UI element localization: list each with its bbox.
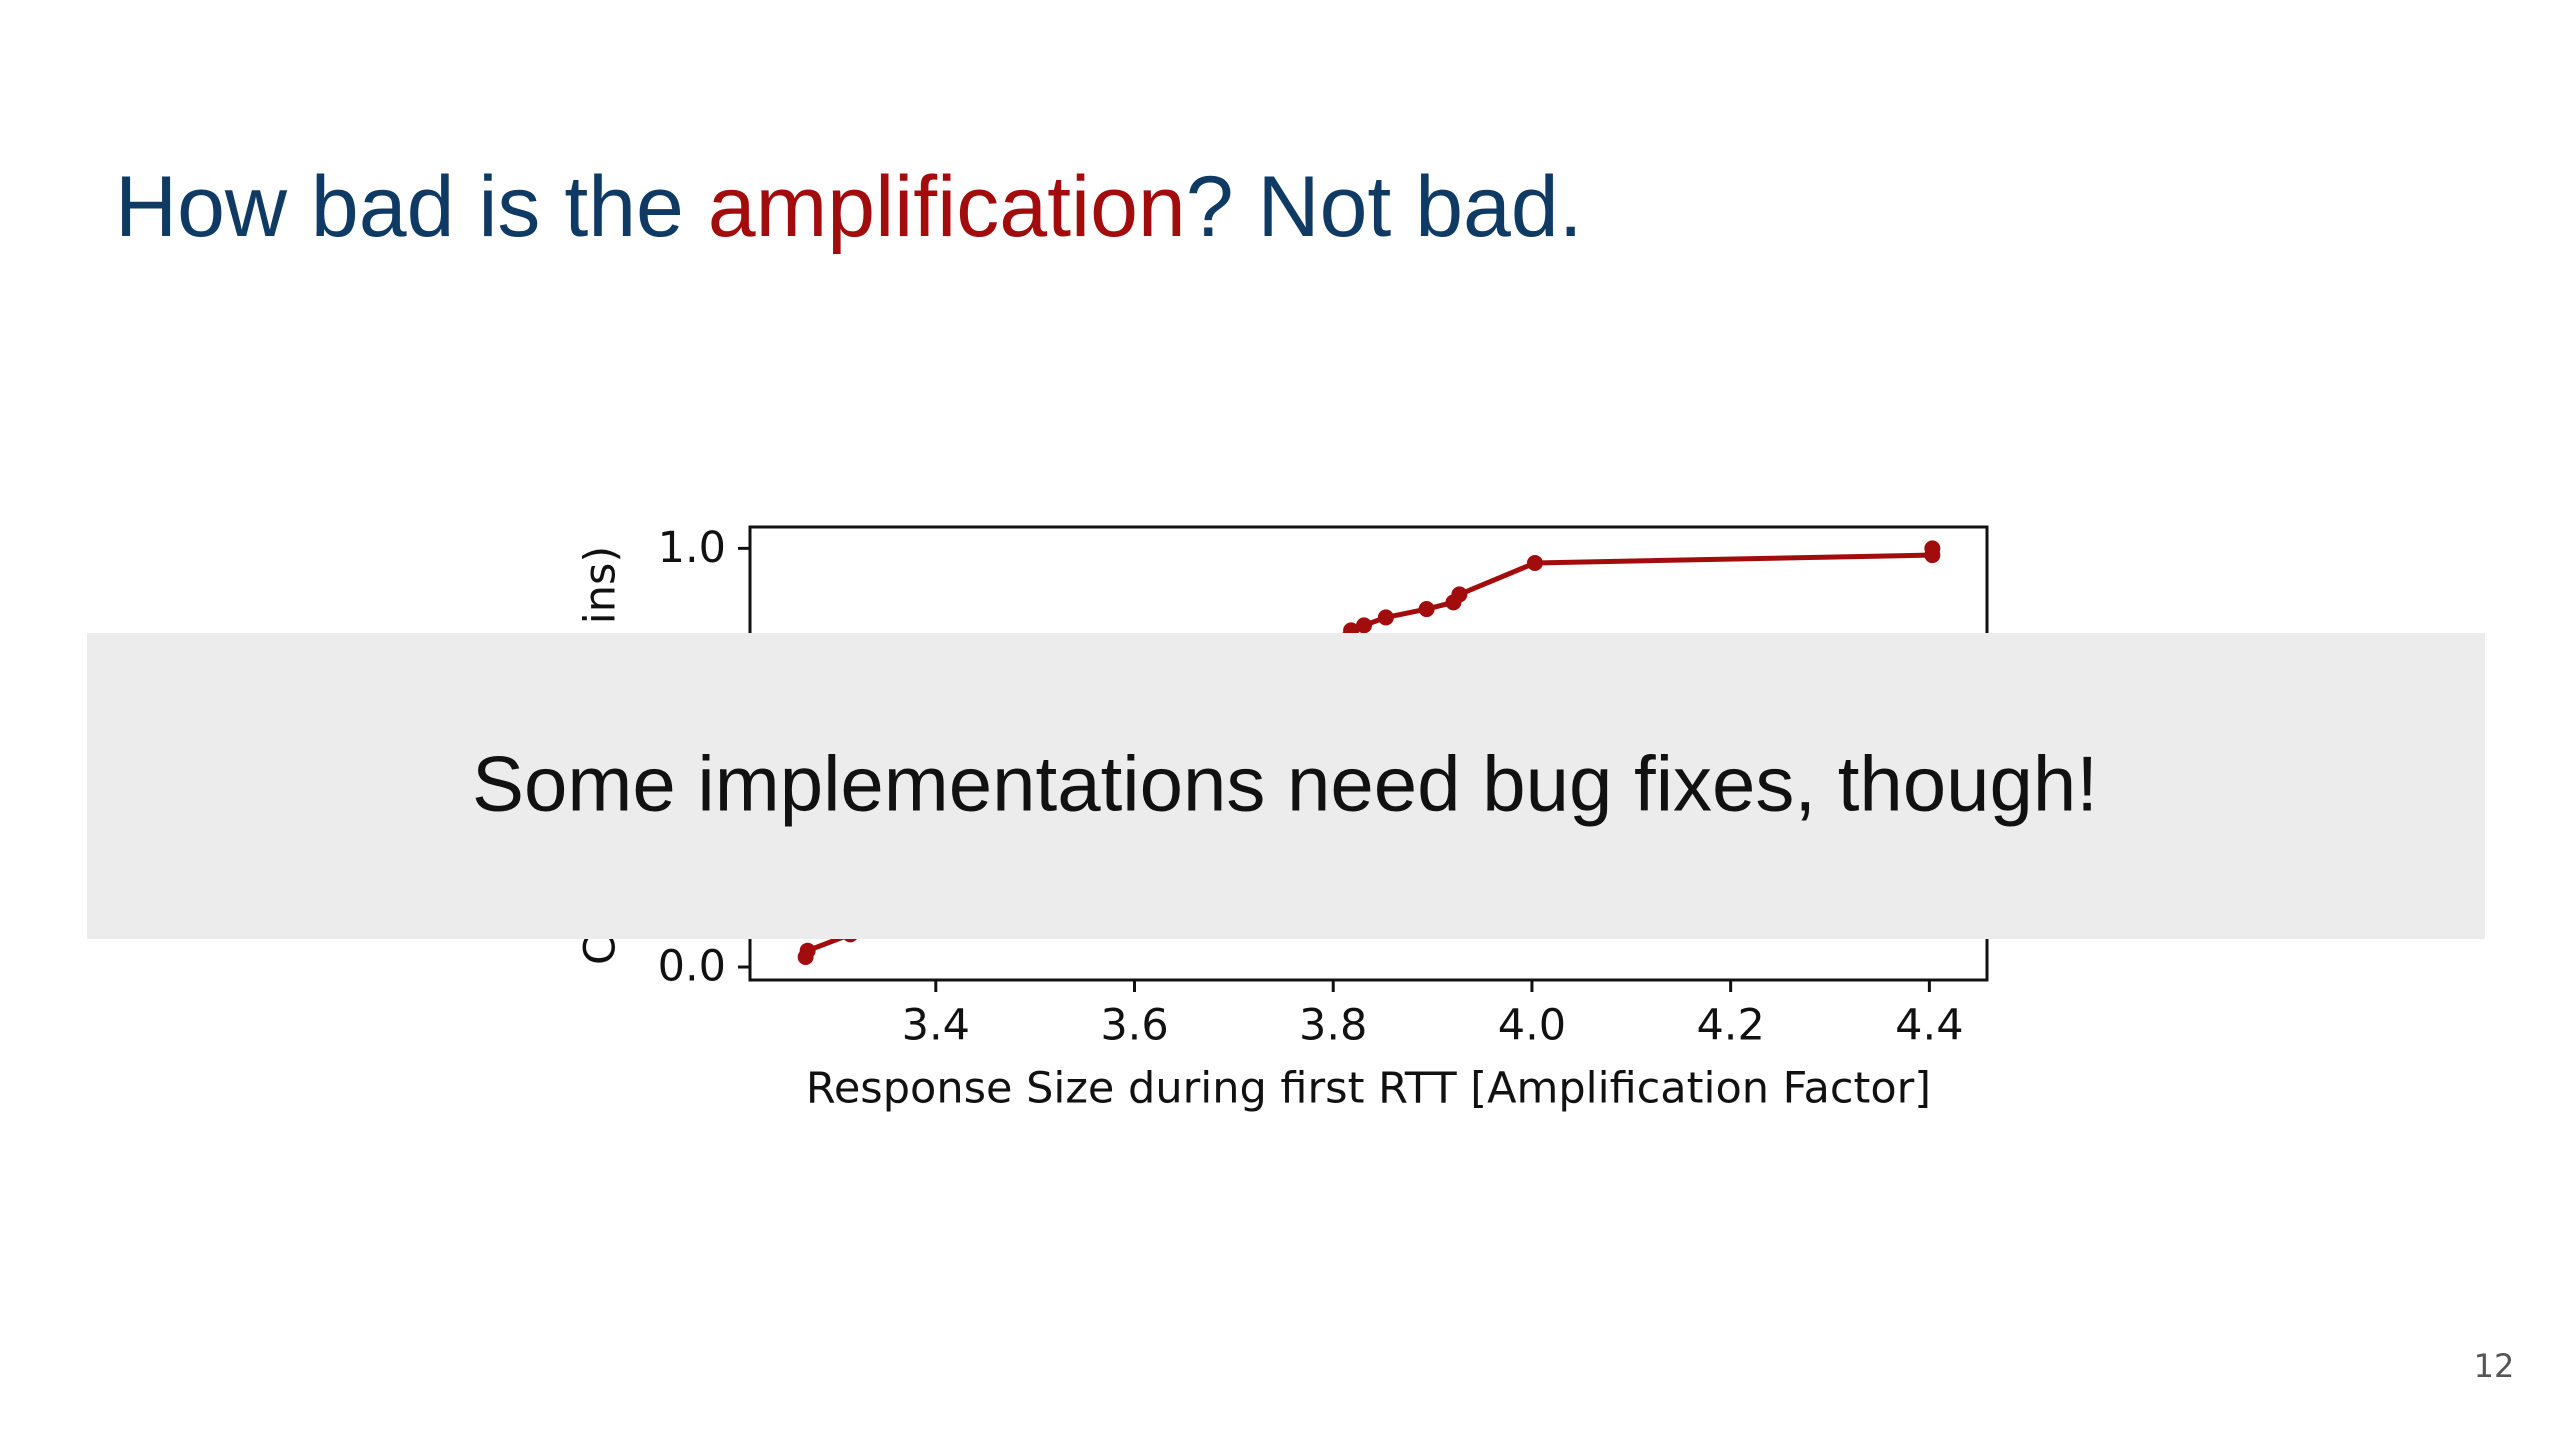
y-axis-label-part: C (576, 935, 626, 965)
data-point (799, 942, 816, 959)
x-tick-label: 3.6 (1100, 1001, 1168, 1051)
data-point (1356, 617, 1373, 634)
y-axis-label-part: ins) (576, 546, 626, 624)
slide-title: How bad is the amplification? Not bad. (115, 159, 1583, 255)
title-part: amplification (708, 159, 1186, 255)
x-tick-label: 4.4 (1895, 1001, 1963, 1051)
data-point (1377, 609, 1394, 626)
data-point (1924, 540, 1941, 557)
x-tick-label: 4.2 (1696, 1001, 1764, 1051)
data-point (1526, 555, 1543, 572)
overlay-banner (87, 633, 2485, 939)
x-tick-label: 4.0 (1498, 1001, 1566, 1051)
data-point (1451, 586, 1468, 603)
y-tick-label: 1.0 (658, 523, 726, 573)
x-tick-label: 3.4 (902, 1001, 970, 1051)
title-part: How bad is the (115, 159, 708, 255)
page-number: 12 (2474, 1347, 2515, 1385)
data-point (1418, 601, 1435, 618)
x-tick-label: 3.8 (1299, 1001, 1367, 1051)
x-axis-label: Response Size during first RTT [Amplific… (806, 1064, 1931, 1114)
title-part: ? Not bad. (1186, 159, 1583, 255)
y-tick-label: 0.0 (658, 942, 726, 992)
overlay-text: Some implementations need bug fixes, tho… (472, 740, 2098, 828)
